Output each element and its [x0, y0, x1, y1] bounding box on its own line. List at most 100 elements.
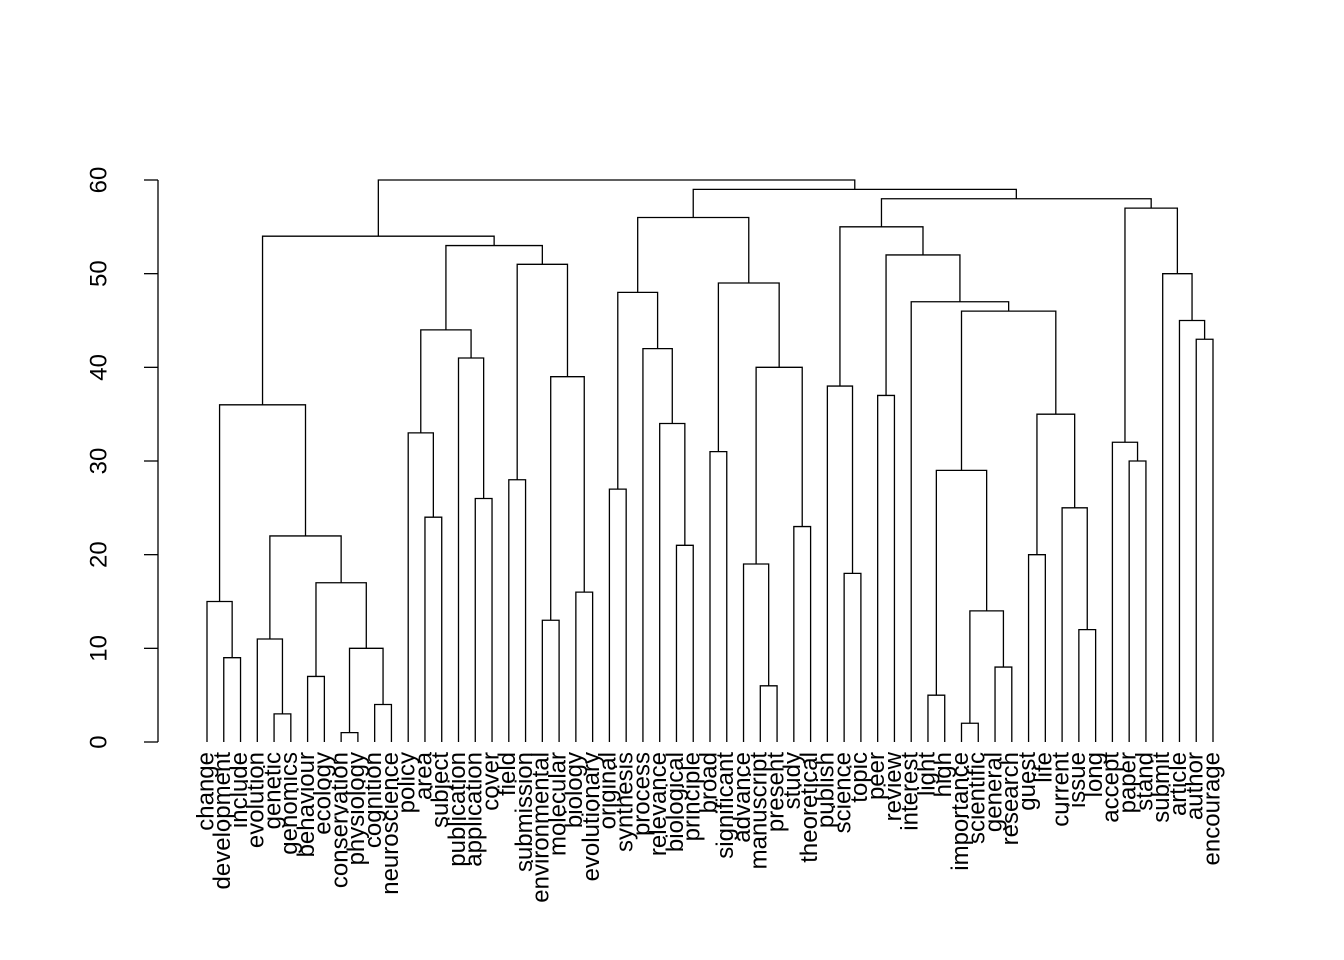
- dendrogram-link: [306, 675, 326, 742]
- dendrogram-link: [877, 394, 896, 742]
- dendrogram-link: [839, 226, 924, 387]
- dendrogram-link: [885, 254, 961, 396]
- leaf-label: ecology: [310, 752, 337, 835]
- dendrogram-link: [541, 619, 560, 742]
- leaf-label: present: [762, 752, 789, 832]
- dendrogram-link: [1078, 628, 1097, 742]
- y-tick-label: 10: [85, 635, 112, 662]
- dendrogram-link: [377, 179, 856, 237]
- leaf-label: peer: [863, 752, 890, 800]
- dendrogram-link: [1195, 338, 1214, 742]
- dendrogram-link: [269, 535, 342, 639]
- leaf-label: development: [209, 752, 236, 890]
- dendrogram-link: [474, 497, 493, 742]
- dendrogram-link: [1178, 319, 1206, 742]
- dendrogram-link: [1061, 507, 1088, 742]
- dendrogram-link: [445, 244, 543, 330]
- leaf-label: behaviour: [293, 752, 320, 857]
- y-tick-label: 0: [85, 735, 112, 748]
- dendrogram-link: [256, 638, 284, 742]
- leaf-label: field: [494, 752, 521, 796]
- leaf-label: relevance: [645, 752, 672, 856]
- leaf-label: long: [1081, 752, 1108, 797]
- leaf-label: light: [913, 752, 940, 796]
- dendrogram-link: [457, 357, 485, 742]
- leaf-label: genetic: [259, 752, 286, 829]
- dendrogram-link: [910, 301, 1010, 742]
- leaf-label: author: [1182, 752, 1209, 820]
- dendrogram-link: [550, 376, 585, 621]
- leaf-label: application: [461, 752, 488, 867]
- y-tick-label: 20: [85, 541, 112, 568]
- leaf-label: process: [628, 752, 655, 836]
- dendrogram-link: [960, 722, 979, 742]
- leaf-label: manuscript: [746, 752, 773, 870]
- leaf-label: stand: [1131, 752, 1158, 811]
- dendrogram-link: [742, 563, 770, 742]
- dendrogram-link: [575, 591, 594, 742]
- dendrogram-link: [826, 385, 854, 742]
- dendrogram-link: [755, 366, 803, 565]
- leaf-label: guest: [1014, 752, 1041, 811]
- leaf-label: evolutionary: [578, 752, 605, 881]
- leaf-label: life: [1031, 752, 1058, 783]
- leaf-label: topic: [846, 752, 873, 803]
- leaf-label: high: [930, 752, 957, 797]
- dendrogram-link: [1162, 273, 1193, 742]
- dendrogram-link: [1128, 460, 1147, 742]
- dendrogram-link: [960, 310, 1057, 471]
- leaf-label: subject: [427, 752, 454, 828]
- leaf-label: synthesis: [612, 752, 639, 852]
- dendrogram-link: [1111, 441, 1139, 742]
- leaf-label: accept: [1098, 752, 1125, 823]
- dendrogram-link: [206, 600, 233, 742]
- dendrogram-link: [675, 544, 694, 742]
- leaf-label: issue: [1064, 752, 1091, 808]
- dendrogram-link: [709, 450, 728, 742]
- leaf-label: include: [226, 752, 253, 828]
- leaf-label: general: [980, 752, 1007, 832]
- dendrogram-link: [424, 516, 443, 742]
- dendrogram-link: [1124, 207, 1179, 443]
- dendrogram-link: [315, 582, 367, 677]
- leaf-label: principle: [679, 752, 706, 841]
- leaf-label: change: [192, 752, 219, 831]
- leaf-label: conservation: [326, 752, 353, 888]
- dendrogram-link: [642, 347, 673, 742]
- dendrogram-link: [1036, 413, 1076, 555]
- leaf-label: original: [595, 752, 622, 829]
- dendrogram-link: [420, 329, 472, 433]
- leaf-label: advance: [729, 752, 756, 843]
- dendrogram-link: [617, 291, 659, 490]
- leaf-label: molecular: [544, 752, 571, 856]
- leaf-label: encourage: [1198, 752, 1225, 865]
- dendrogram-link: [659, 422, 686, 742]
- leaf-label: broad: [695, 752, 722, 813]
- dendrogram-link: [608, 488, 627, 742]
- leaf-label: policy: [394, 752, 421, 813]
- leaf-label: science: [829, 752, 856, 833]
- leaf-label: theoretical: [796, 752, 823, 863]
- leaf-label: genomics: [276, 752, 303, 855]
- dendrogram-link: [273, 713, 292, 742]
- leaf-label: significant: [712, 752, 739, 859]
- leaf-label: evolution: [243, 752, 270, 848]
- leaf-label: publication: [444, 752, 471, 867]
- leaf-label: publish: [813, 752, 840, 828]
- leaf-label: importance: [947, 752, 974, 871]
- dendrogram-link: [340, 731, 359, 742]
- dendrogram-link: [843, 572, 862, 742]
- leaf-label: paper: [1115, 752, 1142, 813]
- leaf-label: submission: [511, 752, 538, 872]
- leaf-label: biological: [662, 752, 689, 852]
- leaf-label: biology: [561, 752, 588, 828]
- dendrogram-link: [793, 525, 812, 742]
- leaf-label: article: [1165, 752, 1192, 816]
- dendrogram-link: [407, 432, 434, 742]
- dendrogram-link: [218, 404, 307, 602]
- dendrogram-link: [935, 469, 988, 696]
- leaf-label: neuroscience: [377, 752, 404, 895]
- y-tick-label: 40: [85, 354, 112, 381]
- dendrogram-link: [759, 685, 778, 742]
